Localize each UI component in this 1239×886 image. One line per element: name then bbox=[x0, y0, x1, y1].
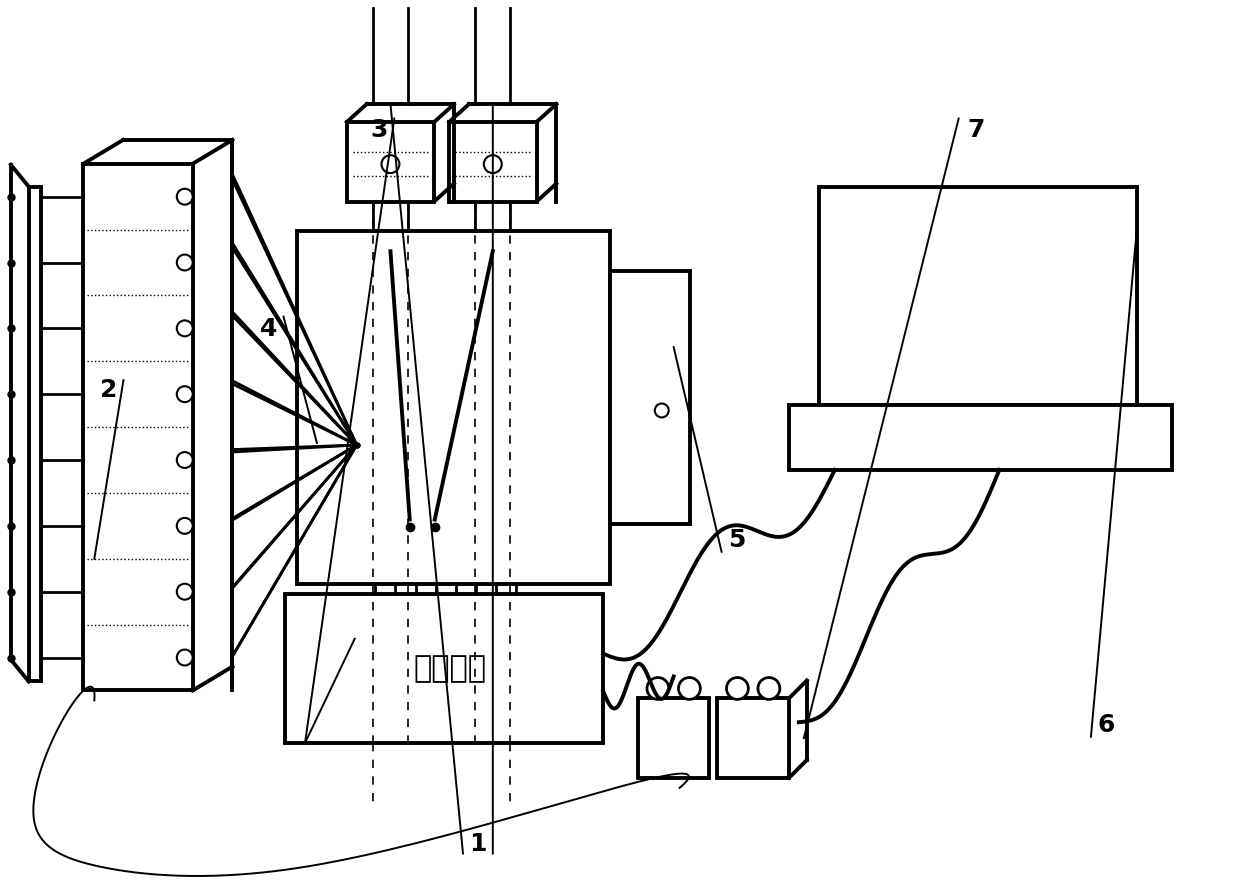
Text: 6: 6 bbox=[1098, 712, 1115, 737]
Text: 1: 1 bbox=[470, 832, 487, 856]
Circle shape bbox=[726, 678, 748, 699]
Circle shape bbox=[177, 584, 193, 600]
Bar bbox=[819, 187, 1136, 405]
Circle shape bbox=[177, 386, 193, 402]
Bar bbox=[610, 271, 690, 525]
Bar bbox=[717, 698, 789, 778]
Bar bbox=[449, 122, 536, 201]
Bar bbox=[638, 698, 710, 778]
Circle shape bbox=[177, 518, 193, 533]
Bar bbox=[347, 122, 434, 201]
Circle shape bbox=[679, 678, 700, 699]
Bar bbox=[28, 187, 41, 681]
Text: 5: 5 bbox=[727, 528, 745, 552]
Circle shape bbox=[177, 189, 193, 205]
Bar bbox=[285, 594, 603, 743]
Bar bbox=[789, 405, 1172, 470]
Circle shape bbox=[382, 155, 399, 173]
Circle shape bbox=[654, 403, 669, 417]
Circle shape bbox=[177, 649, 193, 665]
Text: 单片机＾: 单片机＾ bbox=[414, 654, 487, 683]
Circle shape bbox=[177, 452, 193, 468]
Circle shape bbox=[647, 678, 669, 699]
Text: 7: 7 bbox=[968, 119, 985, 143]
Bar bbox=[83, 164, 193, 690]
Circle shape bbox=[177, 254, 193, 270]
Bar bbox=[819, 187, 1136, 405]
Circle shape bbox=[758, 678, 779, 699]
Bar bbox=[297, 231, 610, 584]
Text: 2: 2 bbox=[100, 378, 118, 402]
Circle shape bbox=[177, 321, 193, 337]
Text: 3: 3 bbox=[370, 119, 388, 143]
Circle shape bbox=[484, 155, 502, 173]
Bar bbox=[789, 405, 1172, 470]
Text: 4: 4 bbox=[260, 316, 278, 340]
